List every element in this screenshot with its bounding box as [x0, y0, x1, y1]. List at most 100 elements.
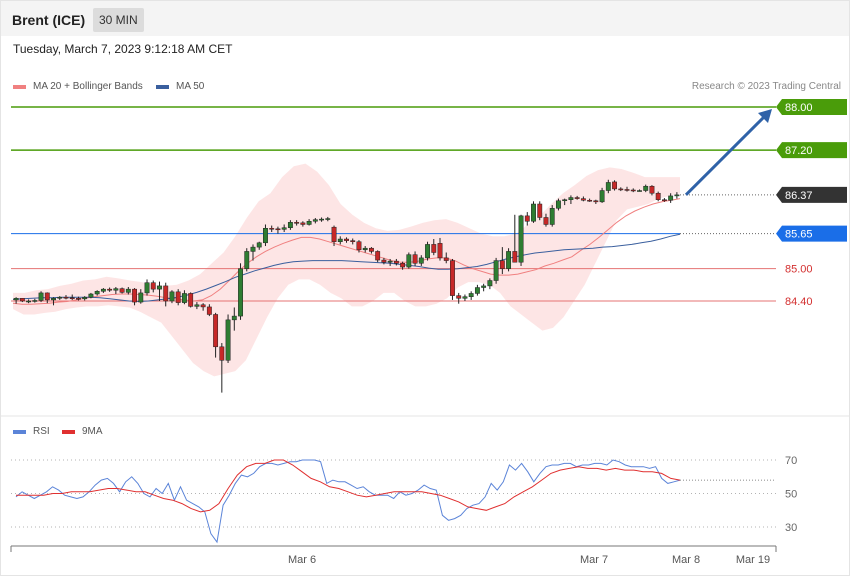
candle-body — [132, 288, 137, 303]
candle-body — [493, 260, 499, 281]
candle-body — [568, 197, 574, 200]
candle-body — [319, 218, 324, 221]
level-badge-85-65 — [776, 225, 847, 242]
candle-body — [506, 251, 512, 269]
candle-body — [213, 314, 219, 348]
candle-body — [125, 288, 131, 293]
candle-body — [331, 226, 337, 242]
candle-body — [63, 296, 69, 299]
candle-body — [163, 285, 169, 302]
candle-body — [400, 263, 406, 268]
candle-body — [350, 240, 356, 242]
copyright: Research © 2023 Trading Central — [691, 81, 841, 92]
candle-body — [412, 254, 418, 264]
candle-body — [294, 222, 300, 224]
level-label-87-20: 87.20 — [785, 145, 813, 157]
candle-body — [250, 246, 256, 252]
candle-body — [512, 251, 518, 263]
candle-body — [474, 287, 480, 294]
candle-body — [287, 222, 293, 228]
candle-body — [518, 215, 524, 263]
candle-body — [437, 243, 443, 259]
rsi-tick-70: 70 — [785, 455, 797, 467]
candle-body — [431, 244, 437, 253]
level-label-84-40: 84.40 — [785, 296, 813, 308]
candle-body — [618, 188, 624, 191]
candle-body — [244, 251, 250, 269]
x-tick-label: Mar 6 — [288, 554, 316, 566]
candle-body — [587, 199, 593, 202]
level-badge-87-20 — [776, 142, 847, 159]
ma20-swatch — [13, 84, 26, 89]
candle-body — [655, 192, 661, 200]
candle-body — [643, 185, 649, 191]
rsi-swatch — [13, 429, 26, 434]
candle-body — [107, 288, 113, 291]
candle-body — [44, 292, 50, 301]
x-tick-label: Mar 7 — [580, 554, 608, 566]
candle-body — [19, 298, 25, 302]
candle-body — [263, 228, 268, 244]
level-label-86-37: 86.37 — [785, 190, 813, 202]
rsi-tick-30: 30 — [785, 522, 797, 534]
candle-body — [51, 298, 56, 301]
candle-body — [94, 291, 100, 295]
candle-body — [269, 228, 275, 230]
candle-body — [300, 222, 306, 225]
candle-body — [375, 251, 381, 261]
interval-button[interactable]: 30 MIN — [93, 8, 144, 32]
candle-body — [487, 280, 493, 287]
candle-body — [281, 227, 287, 230]
candle-body — [231, 315, 237, 321]
level-label-85-65: 85.65 — [785, 229, 813, 241]
ma50-swatch — [156, 84, 169, 89]
candle-body — [200, 304, 206, 308]
candle-body — [580, 198, 586, 201]
candle-body — [188, 293, 194, 307]
legend-ma50: MA 50 — [156, 81, 204, 92]
forecast-arrow-head — [758, 109, 772, 123]
candle-body — [543, 217, 549, 225]
ma20-legend-label: MA 20 + Bollinger Bands — [33, 81, 143, 92]
candle-body — [387, 260, 393, 263]
level-badge-88-00 — [776, 99, 847, 115]
candle-body — [275, 228, 281, 231]
legend-rsi: RSI — [13, 426, 50, 437]
candle-body — [661, 199, 667, 201]
rsi-line — [15, 459, 681, 544]
candle-body — [674, 194, 680, 197]
candle-body — [481, 285, 487, 288]
candle-body — [456, 295, 462, 299]
candle-body — [306, 220, 312, 225]
candle-body — [181, 293, 187, 303]
candle-body — [649, 185, 655, 194]
candle-body — [144, 282, 150, 294]
candle-body — [312, 219, 318, 222]
level-badge-86-37 — [776, 186, 847, 203]
candle-body — [462, 296, 468, 299]
ma50-legend-label: MA 50 — [176, 81, 205, 92]
candle-body — [362, 247, 368, 251]
candle-body — [599, 190, 605, 203]
candle-body — [76, 298, 81, 300]
candle-body — [194, 304, 200, 307]
bollinger-band — [13, 163, 680, 377]
candle-body — [418, 257, 424, 264]
candle-body — [325, 218, 331, 220]
candle-body — [169, 291, 175, 302]
candle-body — [531, 203, 536, 222]
candle-body — [668, 195, 674, 201]
candle-body — [225, 319, 231, 361]
candle-body — [524, 215, 530, 222]
candle-body — [157, 285, 162, 290]
candle-body — [406, 254, 412, 268]
candle-body — [369, 247, 374, 252]
chart-header: Brent (ICE) 30 MIN — [1, 1, 849, 36]
legend-ma20: MA 20 + Bollinger Bands — [13, 81, 143, 92]
rsi-ma-line — [16, 459, 681, 513]
level-label-85-00: 85.00 — [785, 264, 813, 276]
candle-body — [344, 238, 349, 241]
instrument-title: Brent (ICE) — [12, 12, 86, 28]
level-label-88-00: 88.00 — [785, 102, 813, 114]
